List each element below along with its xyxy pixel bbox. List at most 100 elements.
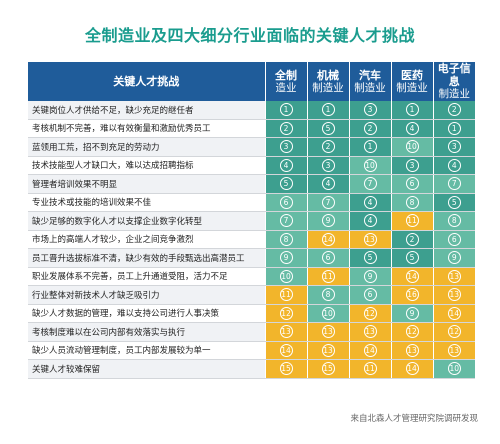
rank-cell: 2 xyxy=(348,119,391,138)
rank-badge: 8 xyxy=(279,232,293,246)
rank-badge: 6 xyxy=(363,288,377,302)
table-row: 管理者培训效果不明显 5 4 7 6 7 xyxy=(28,174,475,194)
rank-badge: 14 xyxy=(321,232,335,246)
rank-badge: 14 xyxy=(405,269,419,283)
rank-cell: 14 xyxy=(264,341,307,360)
rank-cell: 12 xyxy=(264,304,307,323)
column-header-line1: 医药 xyxy=(401,68,423,82)
table-header-row: 关键人才挑战 全制 造业 机械 制造业 汽车 制造业 医药 制造业 电子信息 制造业 xyxy=(28,62,475,101)
rank-cell: 13 xyxy=(264,322,307,342)
rank-cell: 1 xyxy=(390,101,433,120)
source-note: 来自北森人才管理研究院调研发现 xyxy=(350,414,478,424)
rank-cell: 13 xyxy=(348,230,391,249)
rank-badge: 10 xyxy=(363,158,377,172)
rank-badge: 8 xyxy=(405,195,419,209)
rank-cell: 13 xyxy=(306,341,349,360)
rank-badge: 10 xyxy=(321,306,335,320)
rank-cell: 1 xyxy=(348,137,391,157)
rank-cell: 15 xyxy=(264,359,307,379)
rank-cell: 4 xyxy=(264,156,307,175)
rank-badge: 9 xyxy=(279,251,293,265)
table-row: 关键岗位人才供给不足，缺少充足的继任者 1 1 3 1 2 xyxy=(28,101,475,120)
rank-cell: 4 xyxy=(348,193,391,212)
page-title: 全制造业及四大细分行业面临的关键人才挑战 xyxy=(84,26,415,45)
rank-cell: 11 xyxy=(348,359,391,379)
rank-cell: 13 xyxy=(432,341,475,360)
rank-badge: 4 xyxy=(321,177,335,191)
rank-cell: 12 xyxy=(348,304,391,323)
rank-badge: 2 xyxy=(363,121,377,135)
column-header-line2: 造业 xyxy=(275,81,297,94)
rank-badge: 4 xyxy=(405,121,419,135)
column-header-all-manufacturing: 全制 造业 xyxy=(264,62,307,101)
rank-badge: 12 xyxy=(447,325,461,339)
challenge-label: 缺少足够的数字化人才以支撑企业数字化转型 xyxy=(28,211,265,231)
column-header-electronics: 电子信息 制造业 xyxy=(432,62,475,101)
rank-cell: 13 xyxy=(348,322,391,342)
challenge-label: 职业发展体系不完善，员工上升通道受阻，活力不足 xyxy=(28,267,265,286)
rank-cell: 12 xyxy=(390,322,433,342)
rank-cell: 3 xyxy=(264,137,307,157)
rank-badge: 8 xyxy=(447,214,461,228)
rank-badge: 15 xyxy=(321,362,335,376)
table-row: 市场上的高端人才较少，企业之间竞争激烈 8 14 13 2 6 xyxy=(28,230,475,249)
rank-badge: 2 xyxy=(321,140,335,154)
rank-cell: 9 xyxy=(306,211,349,231)
rank-badge: 4 xyxy=(363,214,377,228)
challenge-label: 技术技能型人才缺口大，难以达成招聘指标 xyxy=(28,156,265,175)
rank-badge: 9 xyxy=(447,251,461,265)
rank-cell: 2 xyxy=(264,119,307,138)
rank-cell: 4 xyxy=(432,156,475,175)
rank-cell: 4 xyxy=(390,119,433,138)
rank-badge: 10 xyxy=(405,140,419,154)
rank-badge: 11 xyxy=(321,269,335,283)
rank-cell: 9 xyxy=(432,248,475,268)
rank-badge: 11 xyxy=(363,362,377,376)
rank-badge: 13 xyxy=(363,325,377,339)
rank-cell: 4 xyxy=(348,211,391,231)
column-header-line2: 制造业 xyxy=(354,81,386,94)
challenge-label: 缺少人才数据的管理，难以支持公司进行人事决策 xyxy=(28,304,265,323)
rank-cell: 10 xyxy=(348,156,391,175)
rank-cell: 14 xyxy=(306,230,349,249)
rank-cell: 10 xyxy=(264,267,307,286)
rank-cell: 8 xyxy=(306,285,349,305)
rank-cell: 2 xyxy=(432,101,475,120)
column-header-line1: 机械 xyxy=(317,68,339,82)
rank-cell: 11 xyxy=(390,211,433,231)
rank-badge: 3 xyxy=(363,103,377,117)
rank-cell: 5 xyxy=(348,248,391,268)
rank-cell: 5 xyxy=(306,119,349,138)
column-header-line2: 制造业 xyxy=(438,88,471,100)
table-row: 考核机制不完善，难以有效衡量和激励优秀员工 2 5 2 4 1 xyxy=(28,119,475,138)
rank-cell: 13 xyxy=(432,267,475,286)
rank-badge: 13 xyxy=(279,325,293,339)
rank-cell: 7 xyxy=(432,174,475,194)
table-row: 专业技术或技能的培训效果不佳 6 7 4 8 5 xyxy=(28,193,475,212)
challenge-label: 蓝领用工荒，招不到充足的劳动力 xyxy=(28,137,265,157)
rank-badge: 7 xyxy=(321,195,335,209)
rank-badge: 6 xyxy=(321,251,335,265)
rank-cell: 9 xyxy=(390,304,433,323)
rank-cell: 7 xyxy=(264,211,307,231)
rank-badge: 12 xyxy=(405,325,419,339)
rank-badge: 1 xyxy=(279,103,293,117)
table-row: 技术技能型人才缺口大，难以达成招聘指标 4 3 10 3 4 xyxy=(28,156,475,175)
challenge-label: 关键人才较难保留 xyxy=(28,359,265,379)
table-row: 缺少人才数据的管理，难以支持公司进行人事决策 12 10 12 9 14 xyxy=(28,304,475,323)
rank-badge: 7 xyxy=(279,214,293,228)
rank-cell: 6 xyxy=(432,230,475,249)
rank-badge: 3 xyxy=(279,140,293,154)
column-header-line1: 汽车 xyxy=(359,68,381,82)
rank-cell: 8 xyxy=(432,211,475,231)
rank-badge: 1 xyxy=(363,140,377,154)
rank-cell: 4 xyxy=(306,174,349,194)
rank-cell: 2 xyxy=(306,137,349,157)
rank-cell: 6 xyxy=(264,193,307,212)
rank-cell: 13 xyxy=(432,285,475,305)
rank-cell: 8 xyxy=(264,230,307,249)
rank-badge: 4 xyxy=(447,158,461,172)
rank-badge: 8 xyxy=(321,288,335,302)
rank-cell: 1 xyxy=(306,101,349,120)
rank-badge: 6 xyxy=(405,177,419,191)
